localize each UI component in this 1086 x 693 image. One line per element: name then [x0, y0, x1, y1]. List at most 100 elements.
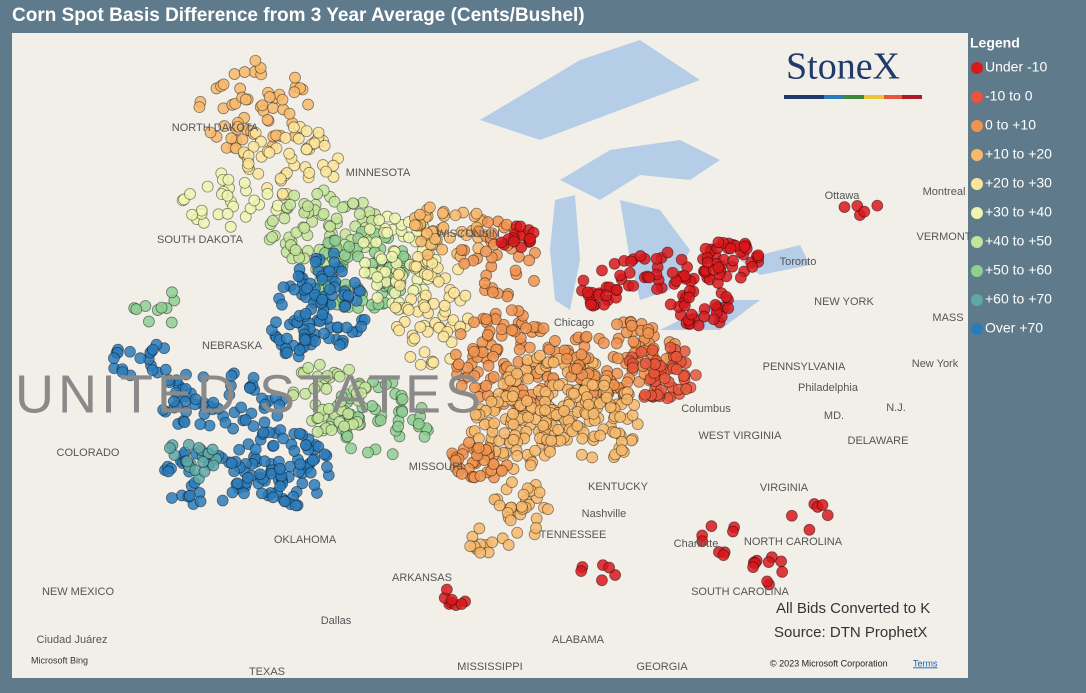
map-dot	[746, 261, 759, 273]
map-dot	[487, 286, 499, 299]
map-dot	[440, 583, 453, 596]
map-dot	[762, 556, 775, 568]
map-dot	[247, 371, 260, 384]
legend-swatch	[971, 120, 983, 132]
state-label: SOUTH CAROLINA	[691, 586, 789, 598]
map-dot	[194, 418, 207, 431]
map-dot	[373, 214, 386, 226]
map-dot	[316, 293, 329, 306]
legend: Legend Under -10 -10 to 0 0 to +10 +10 to +2…	[970, 35, 1052, 336]
map-dot	[421, 268, 434, 281]
map-dot	[293, 427, 306, 440]
map-dot	[302, 362, 315, 374]
map-dot	[427, 356, 440, 369]
map-dot	[193, 101, 206, 114]
map-dot	[231, 477, 244, 490]
map-dot	[414, 321, 427, 333]
map-dot	[698, 310, 711, 323]
map-dot	[386, 250, 398, 263]
map-dot	[197, 456, 210, 468]
map-dot	[239, 210, 252, 223]
map-dot	[419, 289, 432, 302]
map-dot	[352, 250, 364, 263]
state-label: NEBRASKA	[202, 340, 263, 352]
state-label: MISSOURI	[409, 461, 463, 473]
map-dot	[520, 322, 532, 335]
legend-title: Legend	[970, 35, 1020, 51]
map-dot	[157, 403, 170, 416]
map-dot	[317, 207, 330, 220]
map-dot	[670, 350, 683, 363]
map-dot	[522, 411, 534, 424]
map-dot	[511, 526, 524, 539]
map-dot	[459, 289, 472, 302]
map-dot	[403, 231, 415, 244]
terms-link[interactable]: Terms	[913, 658, 938, 668]
map-dot	[184, 188, 196, 200]
legend-label: 0 to +10	[985, 117, 1036, 133]
map-dot	[318, 327, 330, 340]
map-dot	[300, 125, 313, 138]
map-dot	[308, 382, 321, 395]
map-dot	[273, 399, 286, 412]
state-label: ARKANSAS	[392, 572, 452, 584]
map-dot	[379, 266, 392, 278]
map-dot	[325, 424, 338, 436]
map-dot	[596, 574, 608, 587]
map-dot	[752, 249, 765, 262]
map-dot	[678, 269, 691, 282]
map-dot	[299, 307, 312, 320]
map-dot	[670, 363, 683, 376]
map-dot	[452, 358, 465, 371]
map-dot	[249, 54, 262, 67]
map-dot	[299, 387, 312, 400]
map-dot	[415, 235, 428, 248]
map-dot	[734, 271, 747, 284]
map-dot	[374, 414, 387, 427]
map-dot	[522, 372, 535, 385]
map-dot	[468, 345, 480, 358]
map-dot	[696, 535, 709, 548]
map-dot	[625, 255, 638, 268]
map-dot	[217, 78, 230, 91]
map-dot	[276, 298, 288, 311]
city-label: Ciudad Juárez	[37, 634, 108, 646]
map-dot	[482, 359, 495, 372]
map-dot	[498, 427, 511, 440]
map-dot	[322, 402, 335, 415]
map-dot	[415, 402, 428, 414]
map-dot	[603, 561, 616, 574]
map-dot	[803, 523, 816, 536]
map-dot	[247, 140, 260, 153]
map-dot	[511, 450, 524, 462]
city-label: Philadelphia	[798, 382, 859, 394]
map-dot	[506, 324, 518, 337]
map-dot	[380, 378, 392, 391]
map-dot	[293, 344, 306, 357]
map-dot	[643, 271, 656, 284]
map-dot	[363, 223, 376, 236]
map-dot	[530, 522, 542, 534]
map-dot	[651, 283, 663, 296]
map-dot	[231, 120, 244, 133]
map-dot	[362, 446, 374, 459]
map-dot	[506, 476, 518, 489]
map-dot	[204, 126, 217, 139]
bing-logo: Microsoft Bing	[31, 655, 88, 665]
map-dot	[278, 212, 291, 225]
map-dot	[370, 236, 383, 249]
map-dot	[521, 395, 533, 407]
state-label: KENTUCKY	[588, 481, 649, 493]
map-dot	[392, 268, 405, 281]
map-dot	[488, 417, 501, 430]
map-dot	[189, 393, 202, 406]
map-dot	[336, 201, 349, 214]
map-dot	[283, 147, 296, 160]
map-dot	[353, 208, 366, 220]
map-dot	[289, 499, 302, 512]
map-dot	[330, 212, 343, 225]
map-dot	[504, 514, 517, 527]
map-dot	[534, 349, 546, 362]
map-dot	[235, 401, 248, 414]
map-dot	[621, 376, 634, 389]
